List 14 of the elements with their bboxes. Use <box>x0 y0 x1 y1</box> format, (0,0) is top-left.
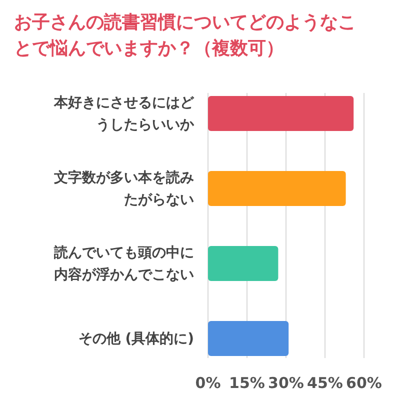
bar <box>208 96 354 131</box>
x-tick-label: 30% <box>268 374 304 392</box>
y-tick-label: 文字数が多い本を読みたがらない <box>53 168 194 210</box>
y-tick-label: その他 (具体的に) <box>77 330 194 348</box>
bar <box>208 321 289 356</box>
y-tick-label: 読んでいても頭の中に内容が浮かんでこない <box>52 244 194 284</box>
bar <box>208 246 278 281</box>
x-tick-label: 60% <box>346 374 382 392</box>
y-tick-label: 本好きにさせるにはどうしたらいいか <box>52 94 194 134</box>
x-tick-label: 15% <box>229 374 265 392</box>
bar <box>208 171 346 206</box>
x-tick-label: 45% <box>307 374 343 392</box>
chart-title: お子さんの読書習慣についてどのようなことで悩んでいますか？（複数可） <box>14 11 357 61</box>
x-tick-label: 0% <box>195 374 221 392</box>
